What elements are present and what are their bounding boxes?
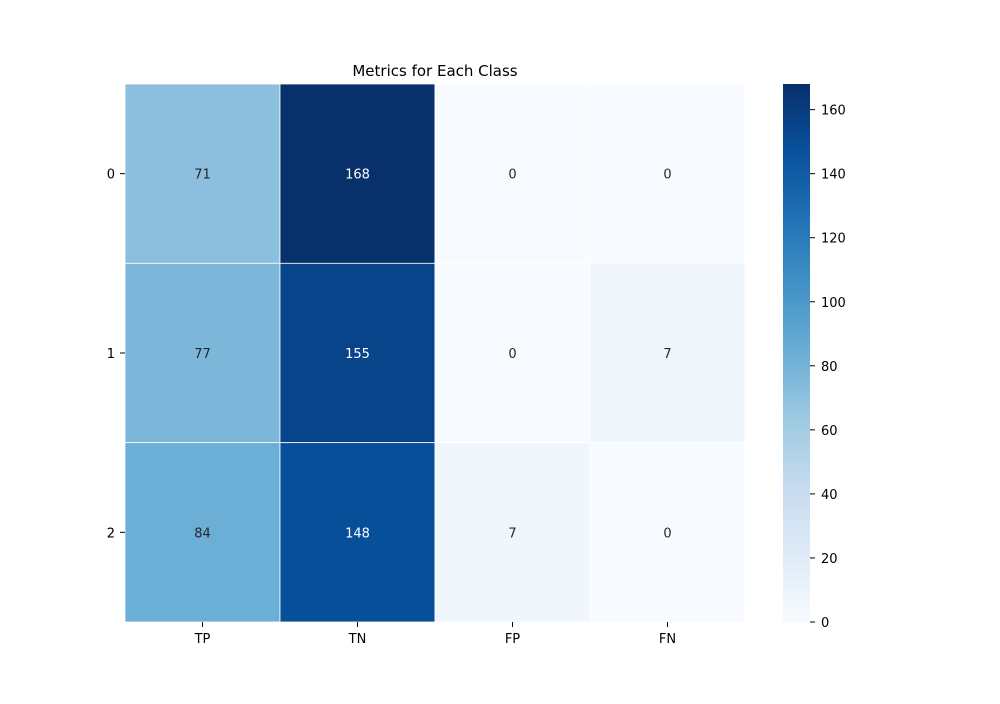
y-tick-label: 0 xyxy=(107,168,115,183)
heatmap-cell xyxy=(589,83,746,264)
heatmap-cells xyxy=(124,83,746,623)
colorbar-tick-label: 160 xyxy=(821,104,846,119)
heatmap-cell xyxy=(124,262,281,444)
colorbar xyxy=(783,84,810,622)
cell-value-label: 77 xyxy=(194,347,211,362)
colorbar-tick-label: 100 xyxy=(821,296,846,311)
colorbar-tick-label: 140 xyxy=(821,168,846,183)
cell-value-label: 168 xyxy=(345,168,370,183)
chart-title: Metrics for Each Class xyxy=(352,62,517,80)
cell-value-label: 71 xyxy=(194,168,211,183)
heatmap-cell xyxy=(589,262,746,444)
colorbar-tick-label: 40 xyxy=(821,488,838,503)
x-axis: TP TN FP FN xyxy=(194,622,676,647)
cell-value-label: 84 xyxy=(194,526,211,541)
y-axis: 0 1 2 xyxy=(107,168,125,541)
heatmap-cell xyxy=(434,262,591,444)
colorbar-tick-label: 0 xyxy=(821,616,829,631)
colorbar-tick-label: 120 xyxy=(821,232,846,247)
heatmap-cell xyxy=(279,442,436,623)
heatmap-cell xyxy=(589,442,746,623)
x-tick-label: FP xyxy=(505,632,520,647)
cell-value-label: 0 xyxy=(508,347,516,362)
x-tick-label: TP xyxy=(194,632,211,647)
colorbar-tick-label: 20 xyxy=(821,552,838,567)
colorbar-gradient xyxy=(783,84,810,622)
heatmap-cell-labels: 71 168 0 0 77 155 0 7 84 148 7 0 xyxy=(194,168,671,542)
heatmap-cell xyxy=(434,83,591,264)
x-tick-label: FN xyxy=(659,632,676,647)
y-tick-label: 1 xyxy=(107,347,115,362)
cell-value-label: 0 xyxy=(508,168,516,183)
cell-value-label: 0 xyxy=(663,168,671,183)
cell-value-label: 0 xyxy=(663,526,671,541)
cell-value-label: 7 xyxy=(508,526,516,541)
x-tick-label: TN xyxy=(348,632,367,647)
heatmap-cell xyxy=(279,262,436,444)
cell-value-label: 148 xyxy=(345,526,370,541)
y-tick-label: 2 xyxy=(107,526,115,541)
heatmap-cell xyxy=(279,83,436,264)
heatmap-cell xyxy=(124,83,281,264)
colorbar-tick-label: 80 xyxy=(821,360,838,375)
colorbar-tick-label: 60 xyxy=(821,424,838,439)
colorbar-ticks: 0 20 40 60 80 100 120 140 160 xyxy=(810,104,846,631)
cell-value-label: 7 xyxy=(663,347,671,362)
cell-value-label: 155 xyxy=(345,347,370,362)
